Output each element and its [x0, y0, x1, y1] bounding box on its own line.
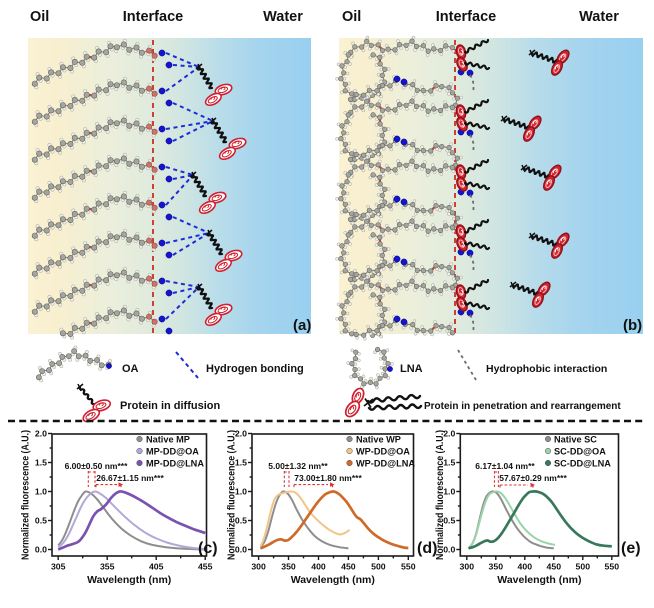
svg-text:6.00±0.50 nm***: 6.00±0.50 nm***	[65, 461, 128, 471]
svg-text:MP-DD@LNA: MP-DD@LNA	[146, 458, 204, 468]
svg-text:Normalized fluorescence (A.U.): Normalized fluorescence (A.U.)	[227, 430, 238, 560]
svg-text:MP-DD@OA: MP-DD@OA	[146, 446, 199, 456]
svg-text:400: 400	[311, 562, 326, 572]
svg-text:Oil: Oil	[342, 9, 361, 25]
svg-text:455: 455	[198, 562, 213, 572]
svg-text:(e): (e)	[621, 540, 641, 557]
svg-text:Normalized fluorescence (A.U.): Normalized fluorescence (A.U.)	[21, 430, 32, 560]
svg-text:550: 550	[605, 562, 620, 572]
svg-text:OA: OA	[122, 363, 139, 375]
svg-text:Hydrogen bonding: Hydrogen bonding	[206, 363, 304, 375]
svg-text:SC-DD@OA: SC-DD@OA	[554, 446, 606, 456]
svg-text:350: 350	[281, 562, 296, 572]
svg-text:WP-DD@OA: WP-DD@OA	[356, 446, 410, 456]
svg-text:Protein in penetration and rea: Protein in penetration and rearrangement	[424, 401, 621, 412]
svg-text:(c): (c)	[198, 540, 218, 557]
svg-text:Native MP: Native MP	[146, 434, 190, 444]
svg-text:350: 350	[489, 562, 504, 572]
svg-text:Hydrophobic interaction: Hydrophobic interaction	[486, 363, 607, 375]
svg-text:57.67±0.29 nm***: 57.67±0.29 nm***	[499, 473, 567, 483]
svg-text:Native WP: Native WP	[356, 434, 401, 444]
svg-text:Interface: Interface	[436, 9, 496, 25]
svg-text:500: 500	[576, 562, 591, 572]
svg-text:450: 450	[547, 562, 562, 572]
svg-text:450: 450	[341, 562, 356, 572]
svg-text:Oil: Oil	[30, 9, 49, 25]
svg-text:1.5: 1.5	[35, 458, 47, 468]
svg-text:405: 405	[149, 562, 164, 572]
svg-text:Wavelength (nm): Wavelength (nm)	[291, 574, 375, 586]
svg-text:400: 400	[518, 562, 533, 572]
svg-text:550: 550	[401, 562, 416, 572]
svg-text:305: 305	[51, 562, 66, 572]
svg-text:Protein in diffusion: Protein in diffusion	[120, 400, 220, 412]
svg-text:Interface: Interface	[123, 9, 183, 25]
svg-text:Wavelength (nm): Wavelength (nm)	[87, 574, 171, 586]
svg-text:0.5: 0.5	[35, 516, 47, 526]
svg-text:26.67±1.15 nm***: 26.67±1.15 nm***	[96, 473, 164, 483]
svg-text:Water: Water	[263, 9, 303, 25]
svg-text:0.0: 0.0	[35, 545, 47, 555]
svg-text:(a): (a)	[293, 317, 311, 334]
svg-text:WP-DD@LNA: WP-DD@LNA	[356, 458, 415, 468]
svg-text:355: 355	[100, 562, 115, 572]
svg-text:300: 300	[251, 562, 266, 572]
svg-text:Water: Water	[579, 9, 619, 25]
svg-text:73.00±1.80 nm***: 73.00±1.80 nm***	[294, 473, 362, 483]
svg-text:300: 300	[460, 562, 475, 572]
svg-text:500: 500	[371, 562, 386, 572]
svg-text:2.0: 2.0	[35, 429, 47, 439]
svg-text:(b): (b)	[623, 317, 642, 334]
svg-text:1.0: 1.0	[35, 487, 47, 497]
svg-text:LNA: LNA	[400, 363, 423, 375]
svg-text:Normalized fluorescence (A.U.): Normalized fluorescence (A.U.)	[435, 430, 446, 560]
svg-text:6.17±1.04 nm**: 6.17±1.04 nm**	[475, 461, 535, 471]
svg-text:Native SC: Native SC	[554, 434, 597, 444]
svg-text:Wavelength (nm): Wavelength (nm)	[497, 574, 581, 586]
svg-text:5.00±1.32 nm**: 5.00±1.32 nm**	[268, 461, 328, 471]
svg-text:SC-DD@LNA: SC-DD@LNA	[554, 458, 611, 468]
